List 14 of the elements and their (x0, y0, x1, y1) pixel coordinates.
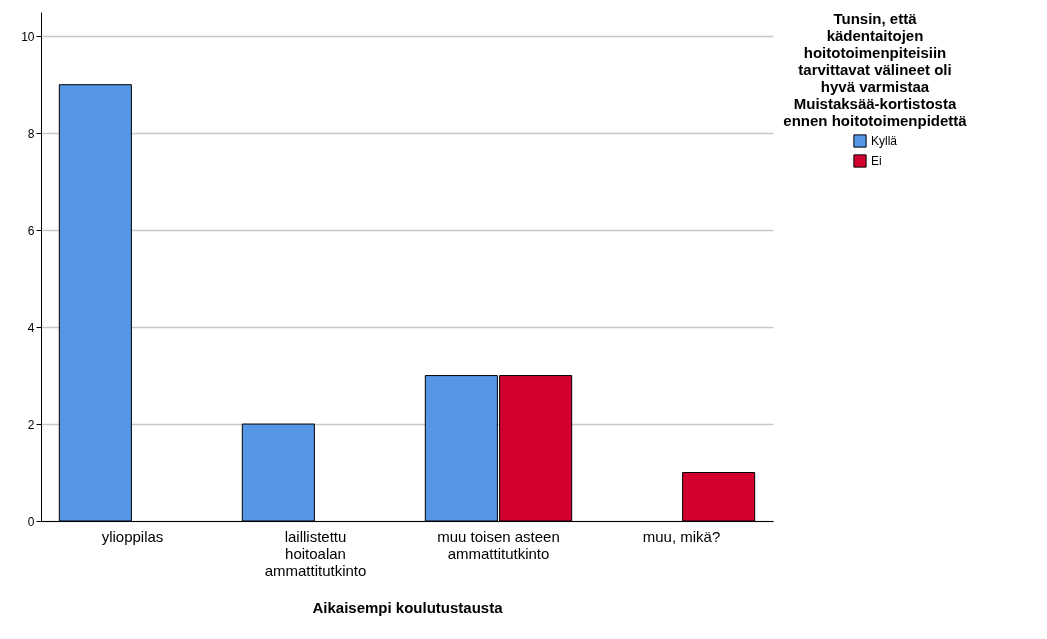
legend-label: Ei (871, 154, 882, 168)
y-tick-label: 0 (27, 514, 35, 529)
x-tick-label: muu toisen asteen ammattitutkinto (437, 527, 560, 562)
x-tick-label: ylioppilas (101, 527, 164, 545)
y-tick-label: 10 (21, 29, 35, 44)
legend-title: Tunsin, että kädentaitojen hoitotoimenpiteisiin tarvittavat välineet oli hyvä varmistaa Muistaksää-kortistosta ennen hoitotoimenpidettä (783, 10, 968, 129)
y-tick-label: 2 (27, 417, 35, 432)
y-tick-label: 4 (27, 320, 35, 335)
x-tick-label: muu, mikä? (642, 527, 721, 545)
x-tick-label: laillistettu hoitoalan ammattitutkinto (264, 527, 367, 579)
legend-label: Kyllä (871, 134, 898, 148)
x-axis-title: Aikaisempi koulutustausta (312, 598, 504, 616)
y-tick-label: 6 (27, 223, 35, 238)
y-tick-label: 8 (27, 126, 35, 141)
